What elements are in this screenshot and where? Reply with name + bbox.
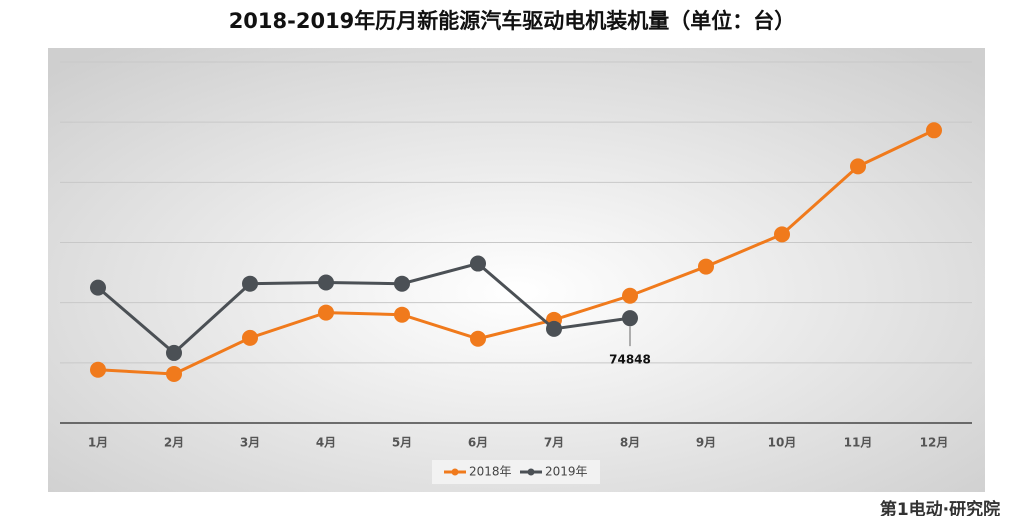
data-point <box>470 255 486 272</box>
data-point <box>90 279 106 296</box>
series-line <box>97 128 935 376</box>
data-point <box>90 361 106 378</box>
data-point <box>242 275 258 292</box>
data-point <box>546 320 562 337</box>
x-tick-label: 2月 <box>164 436 184 450</box>
data-point <box>394 275 410 292</box>
legend-marker <box>451 468 459 476</box>
data-point <box>850 158 866 175</box>
x-tick-label: 1月 <box>88 436 108 450</box>
data-point <box>318 304 334 321</box>
series-line <box>97 261 631 355</box>
x-tick-label: 5月 <box>392 436 412 450</box>
data-point <box>622 310 638 327</box>
data-point <box>166 344 182 361</box>
data-point <box>242 329 258 346</box>
data-point <box>622 287 638 304</box>
x-tick-label: 12月 <box>920 436 949 450</box>
legend-label: 2019年 <box>545 465 588 479</box>
x-tick-label: 7月 <box>544 436 564 450</box>
data-point <box>166 365 182 382</box>
data-point <box>774 226 790 243</box>
legend-label: 2018年 <box>469 465 512 479</box>
legend-marker <box>527 468 535 476</box>
chart-title: 2018-2019年历月新能源汽车驱动电机装机量（单位：台） <box>229 9 796 33</box>
data-point <box>470 330 486 347</box>
data-point <box>318 274 334 291</box>
plot-panel <box>48 48 985 492</box>
data-point <box>394 306 410 323</box>
data-point <box>698 258 714 275</box>
data-point <box>926 122 942 139</box>
x-tick-label: 8月 <box>620 436 640 450</box>
data-label: 74848 <box>609 353 651 367</box>
x-tick-label: 10月 <box>768 436 797 450</box>
x-tick-label: 4月 <box>316 436 336 450</box>
x-tick-label: 3月 <box>240 436 260 450</box>
x-tick-label: 9月 <box>696 436 716 450</box>
x-tick-label: 6月 <box>468 436 488 450</box>
logo: 第1电动·研究院 <box>880 499 1000 516</box>
x-tick-label: 11月 <box>844 436 873 450</box>
